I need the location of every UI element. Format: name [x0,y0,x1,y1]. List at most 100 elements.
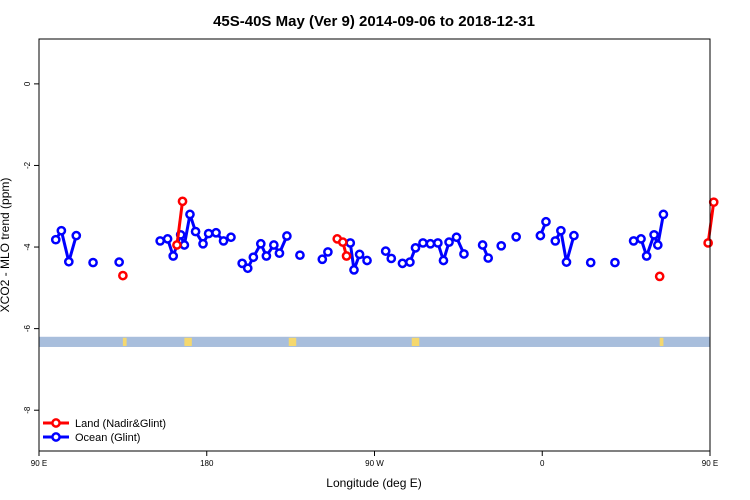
ocean-point [425,238,436,249]
ocean-point [261,251,272,261]
legend-ocean-marker [51,432,61,442]
ocean-point [242,263,253,274]
ocean-series-line [54,229,78,264]
ocean-point [652,240,663,250]
land-span [288,337,297,346]
ocean-point [362,255,372,266]
ocean-point [114,257,124,267]
ocean-point [269,240,279,250]
ocean-point [628,236,639,246]
x-axis-label: Longitude (deg E) [326,476,421,490]
x-axis: 90 E 180 90 W 0 90 E [31,451,718,468]
y-tick-label: -4 [23,243,32,251]
ocean-point [380,246,391,256]
ocean-point [636,234,646,244]
legend-land-label: Land (Nadir&Glint) [75,418,166,430]
ocean-point [541,216,551,227]
land-point [337,237,348,247]
plot-frame [38,38,711,452]
ocean-point [433,238,443,248]
land-span [411,337,420,346]
ocean-point [162,234,173,244]
land-point [341,251,352,261]
ocean-point [477,240,488,250]
ocean-point [88,257,98,268]
ocean-point [459,249,469,259]
land-point [708,197,719,208]
ocean-point [179,240,190,250]
ocean-point [641,251,652,261]
y-axis: 0 -2 -4 -6 -8 [23,81,39,414]
legend-ocean-label: Ocean (Glint) [75,432,140,444]
ocean-point [255,238,266,249]
ocean-point [211,227,221,238]
ocean-point [295,250,305,261]
x-tick-label: 0 [540,459,545,468]
ocean-point [226,232,236,243]
x-tick-label: 90 W [365,459,384,468]
ocean-point [569,230,579,241]
land-series-line [175,201,185,246]
ocean-point [190,226,201,237]
ocean-point [418,238,428,248]
y-tick-label: 0 [23,81,32,86]
ocean-point [410,243,421,253]
legend-land-marker [51,418,61,428]
ocean-point [397,258,408,269]
land-point [703,238,713,248]
ocean-point [317,254,328,265]
ocean-point [483,253,494,263]
ocean-point [185,209,195,220]
land-span [122,337,127,346]
ocean-band [39,336,710,347]
ocean-point [585,257,596,268]
land-point [654,271,665,282]
land-series-line [706,201,716,244]
ocean-point [237,258,248,269]
ocean-point [218,236,229,246]
y-tick-label: -2 [23,161,32,169]
ocean-point [50,234,61,245]
land-span [184,337,192,346]
ocean-point [155,236,166,246]
ocean-point [444,237,454,247]
ocean-point [203,228,214,239]
ocean-point [561,257,572,267]
land-point [172,240,182,250]
y-tick-label: -8 [23,406,32,414]
chart-title: 45S-40S May (Ver 9) 2014-09-06 to 2018-1… [213,13,535,30]
ocean-point [535,230,546,241]
ocean-point [550,236,561,246]
ocean-point [323,247,333,257]
ocean-point [386,253,397,264]
land-point [177,196,188,207]
ocean-point [248,252,259,263]
ocean-point [658,209,669,220]
ocean-point [610,257,620,268]
ocean-point [345,238,356,248]
ocean-point [274,248,285,259]
ocean-point [198,238,208,249]
ocean-point [63,256,74,267]
ocean-point [451,232,462,243]
x-tick-label: 90 E [702,459,718,468]
ocean-point [556,225,566,236]
ocean-point [438,255,449,266]
ocean-point [511,231,522,242]
ocean-series-line [553,229,576,264]
land-span [659,337,664,346]
ocean-point [405,257,415,267]
ocean-point [282,231,292,241]
ocean-point [71,230,82,241]
ocean-point [168,251,179,261]
x-tick-label: 180 [200,459,214,468]
legend: Land (Nadir&Glint) Ocean (Glint) [43,418,166,444]
x-tick-label: 90 E [31,459,47,468]
ocean-point [349,265,359,275]
land-point [118,270,128,281]
plot-area [39,196,719,347]
ocean-point [354,249,365,260]
ocean-point [649,229,659,240]
ocean-point [56,225,67,236]
